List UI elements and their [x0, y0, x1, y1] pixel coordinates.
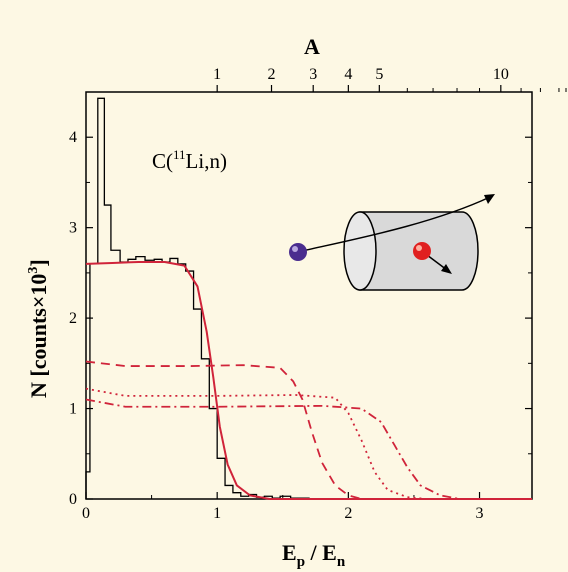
y-tick-label: 2	[69, 310, 77, 327]
top-tick-label: 1	[213, 66, 221, 83]
fit-series-dashed	[85, 360, 532, 500]
y-tick-label: 0	[69, 491, 77, 508]
reaction-inset	[289, 194, 495, 291]
x-axis-title: Ep / En	[282, 540, 346, 570]
top-axis-title: A	[304, 34, 320, 59]
data-series	[85, 97, 532, 500]
y-tick-label: 4	[69, 129, 77, 146]
proton-marker	[413, 242, 431, 260]
fit-series-solid	[85, 261, 532, 500]
proton-arrowhead	[441, 264, 452, 274]
top-tick-label: 3	[309, 66, 317, 83]
x-tick-label: 3	[476, 505, 484, 522]
top-tick-label: 4	[344, 66, 352, 83]
neutron-marker	[289, 243, 307, 261]
x-tick-label: 1	[213, 505, 221, 522]
reaction-annotation: C(11Li,n)	[152, 147, 227, 173]
y-tick-label: 1	[69, 401, 77, 418]
y-axis-title: N [counts×103]	[26, 259, 51, 398]
top-tick-label: 10	[493, 66, 509, 83]
top-tick-label: 5	[375, 66, 383, 83]
top-axis-ticks: 1 2 3 4 5 10	[213, 66, 567, 92]
neutron-highlight	[292, 246, 298, 252]
top-tick-label: 2	[268, 66, 276, 83]
trajectory-arrow	[301, 196, 491, 252]
fit-series-dashdot	[85, 398, 532, 500]
cylinder-front-face	[343, 211, 377, 291]
trajectory-arrowhead	[484, 194, 495, 204]
x-tick-label: 2	[344, 505, 352, 522]
y-tick-label: 3	[69, 220, 77, 237]
x-tick-label: 0	[82, 505, 90, 522]
proton-highlight	[416, 245, 422, 251]
